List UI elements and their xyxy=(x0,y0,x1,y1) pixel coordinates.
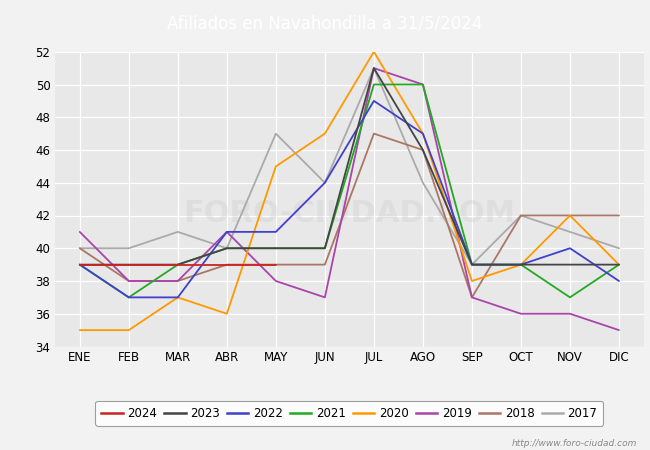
Text: Afiliados en Navahondilla a 31/5/2024: Afiliados en Navahondilla a 31/5/2024 xyxy=(167,14,483,33)
Text: FORO-CIUDAD.COM: FORO-CIUDAD.COM xyxy=(183,199,515,228)
Legend: 2024, 2023, 2022, 2021, 2020, 2019, 2018, 2017: 2024, 2023, 2022, 2021, 2020, 2019, 2018… xyxy=(96,401,603,426)
Text: http://www.foro-ciudad.com: http://www.foro-ciudad.com xyxy=(512,439,637,448)
